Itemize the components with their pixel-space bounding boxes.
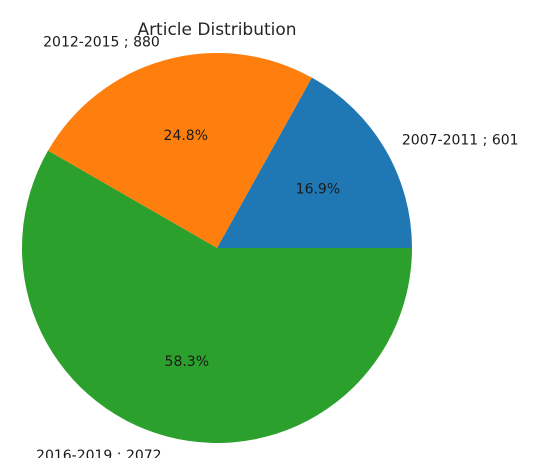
- pie-slices: [21, 52, 413, 443]
- chart-title: Article Distribution: [137, 20, 296, 40]
- pie-pct-label-2: 24.8%: [164, 128, 208, 144]
- pie-pct-label-3: 58.3%: [165, 354, 209, 370]
- pie-category-label-3: 2016-2019 ; 2072: [36, 448, 162, 458]
- pie-slice-1: [217, 77, 412, 249]
- pie-slice-2: [48, 52, 312, 249]
- pie-labels: 16.9% 2007-2011 ; 601 24.8% 2012-2015 ; 880…: [36, 34, 519, 458]
- pie-pct-label-1: 16.9%: [296, 182, 340, 198]
- pie-category-label-2: 2012-2015 ; 880: [43, 34, 160, 50]
- pie-slice-3: [21, 150, 413, 443]
- pie-category-label-1: 2007-2011 ; 601: [402, 132, 519, 148]
